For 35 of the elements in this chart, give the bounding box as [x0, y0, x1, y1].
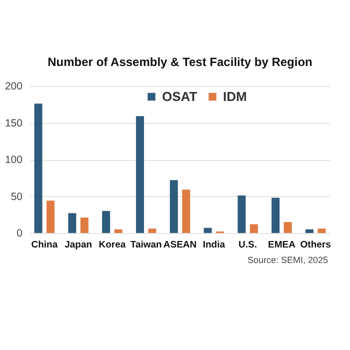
y-tick-label: 100: [4, 154, 23, 166]
x-tick-label: Taiwan: [130, 240, 162, 250]
bar: [170, 180, 178, 233]
y-tick-label: 0: [16, 228, 23, 240]
bar: [204, 228, 212, 233]
bar: [182, 190, 190, 233]
bar: [250, 224, 258, 233]
y-tick-label: 200: [4, 80, 23, 92]
legend-label: IDM: [223, 88, 247, 104]
bar: [34, 104, 42, 233]
y-tick-label: 50: [10, 190, 23, 203]
x-tick-label: China: [31, 240, 58, 250]
bar: [272, 198, 280, 233]
bar: [305, 229, 314, 233]
x-tick-label: India: [202, 240, 226, 250]
x-tick-label: Korea: [98, 240, 126, 250]
bar: [148, 228, 156, 233]
legend-label: OSAT: [162, 88, 198, 104]
bar: [46, 200, 55, 233]
bar: [318, 228, 326, 233]
y-tick-label: 150: [4, 117, 23, 130]
bar: [102, 210, 110, 233]
bar: [68, 213, 76, 233]
x-tick-label: U.S.: [238, 240, 258, 250]
bar: [136, 116, 144, 233]
x-tick-label: Japan: [64, 240, 92, 250]
bar: [284, 222, 292, 233]
bar: [114, 229, 122, 233]
x-tick-label: ASEAN: [163, 240, 197, 250]
chart-title: Number of Assembly & Test Facility by Region: [48, 55, 312, 69]
x-tick-label: EMEA: [268, 240, 296, 250]
x-tick-label: Others: [300, 240, 331, 250]
bar: [238, 196, 246, 233]
source-note: Source: SEMI, 2025: [246, 255, 328, 265]
bar: [80, 218, 88, 233]
